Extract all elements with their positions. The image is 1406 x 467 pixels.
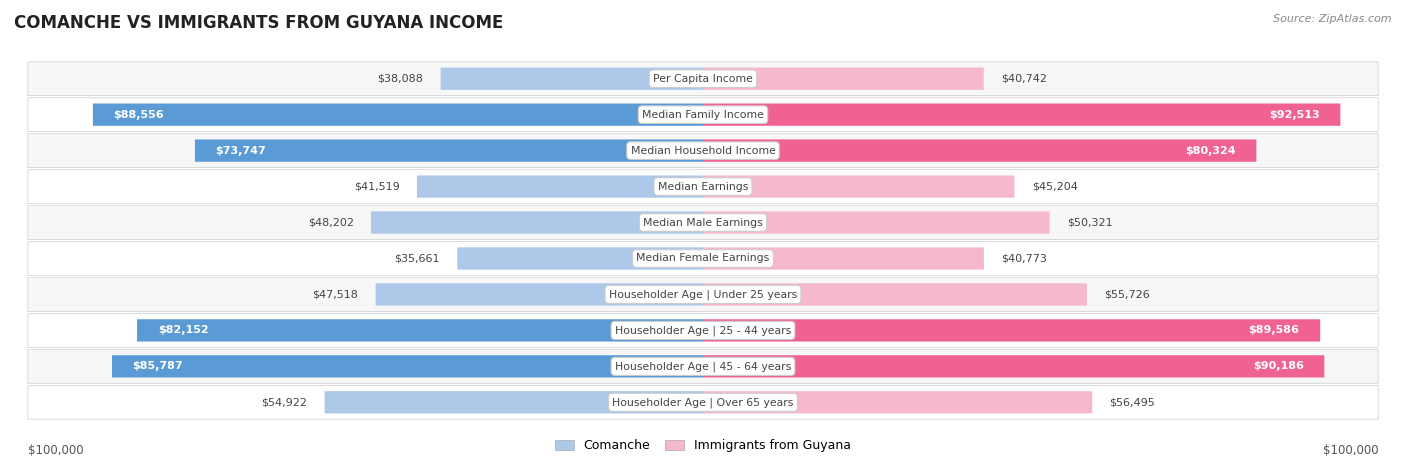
FancyBboxPatch shape <box>28 385 1378 419</box>
Text: $100,000: $100,000 <box>1323 444 1378 457</box>
Text: Householder Age | Under 25 years: Householder Age | Under 25 years <box>609 289 797 300</box>
Text: $85,787: $85,787 <box>132 361 183 371</box>
Text: Median Household Income: Median Household Income <box>630 146 776 156</box>
FancyBboxPatch shape <box>375 283 703 305</box>
Legend: Comanche, Immigrants from Guyana: Comanche, Immigrants from Guyana <box>550 434 856 457</box>
Text: $48,202: $48,202 <box>308 218 354 227</box>
FancyBboxPatch shape <box>28 98 1378 132</box>
FancyBboxPatch shape <box>28 134 1378 168</box>
FancyBboxPatch shape <box>28 241 1378 276</box>
FancyBboxPatch shape <box>28 62 1378 96</box>
Text: Source: ZipAtlas.com: Source: ZipAtlas.com <box>1274 14 1392 24</box>
FancyBboxPatch shape <box>28 205 1378 240</box>
FancyBboxPatch shape <box>195 140 703 162</box>
FancyBboxPatch shape <box>703 319 1320 341</box>
Text: Per Capita Income: Per Capita Income <box>652 74 754 84</box>
Text: $50,321: $50,321 <box>1067 218 1112 227</box>
Text: $55,726: $55,726 <box>1104 290 1150 299</box>
FancyBboxPatch shape <box>418 176 703 198</box>
Text: Householder Age | 45 - 64 years: Householder Age | 45 - 64 years <box>614 361 792 372</box>
Text: COMANCHE VS IMMIGRANTS FROM GUYANA INCOME: COMANCHE VS IMMIGRANTS FROM GUYANA INCOM… <box>14 14 503 32</box>
Text: Median Female Earnings: Median Female Earnings <box>637 254 769 263</box>
FancyBboxPatch shape <box>93 104 703 126</box>
FancyBboxPatch shape <box>28 170 1378 204</box>
Text: $89,586: $89,586 <box>1249 325 1299 335</box>
FancyBboxPatch shape <box>28 277 1378 311</box>
FancyBboxPatch shape <box>457 248 703 269</box>
Text: $38,088: $38,088 <box>377 74 423 84</box>
Text: $40,773: $40,773 <box>1001 254 1047 263</box>
Text: $35,661: $35,661 <box>395 254 440 263</box>
FancyBboxPatch shape <box>112 355 703 377</box>
FancyBboxPatch shape <box>703 140 1257 162</box>
Text: $73,747: $73,747 <box>215 146 266 156</box>
Text: $54,922: $54,922 <box>262 397 308 407</box>
Text: $88,556: $88,556 <box>114 110 165 120</box>
Text: $41,519: $41,519 <box>354 182 399 191</box>
FancyBboxPatch shape <box>28 349 1378 383</box>
Text: Median Male Earnings: Median Male Earnings <box>643 218 763 227</box>
Text: $40,742: $40,742 <box>1001 74 1047 84</box>
FancyBboxPatch shape <box>325 391 703 413</box>
FancyBboxPatch shape <box>703 212 1050 234</box>
Text: Median Earnings: Median Earnings <box>658 182 748 191</box>
FancyBboxPatch shape <box>28 313 1378 347</box>
Text: Householder Age | Over 65 years: Householder Age | Over 65 years <box>612 397 794 408</box>
Text: $45,204: $45,204 <box>1032 182 1077 191</box>
Text: $92,513: $92,513 <box>1270 110 1320 120</box>
Text: $100,000: $100,000 <box>28 444 83 457</box>
FancyBboxPatch shape <box>440 68 703 90</box>
Text: $80,324: $80,324 <box>1185 146 1236 156</box>
FancyBboxPatch shape <box>136 319 703 341</box>
Text: $90,186: $90,186 <box>1253 361 1303 371</box>
FancyBboxPatch shape <box>703 68 984 90</box>
FancyBboxPatch shape <box>703 391 1092 413</box>
Text: $47,518: $47,518 <box>312 290 359 299</box>
Text: Median Family Income: Median Family Income <box>643 110 763 120</box>
FancyBboxPatch shape <box>703 283 1087 305</box>
Text: $82,152: $82,152 <box>157 325 208 335</box>
FancyBboxPatch shape <box>703 104 1340 126</box>
FancyBboxPatch shape <box>371 212 703 234</box>
FancyBboxPatch shape <box>703 248 984 269</box>
FancyBboxPatch shape <box>703 176 1014 198</box>
Text: Householder Age | 25 - 44 years: Householder Age | 25 - 44 years <box>614 325 792 336</box>
Text: $56,495: $56,495 <box>1109 397 1156 407</box>
FancyBboxPatch shape <box>703 355 1324 377</box>
